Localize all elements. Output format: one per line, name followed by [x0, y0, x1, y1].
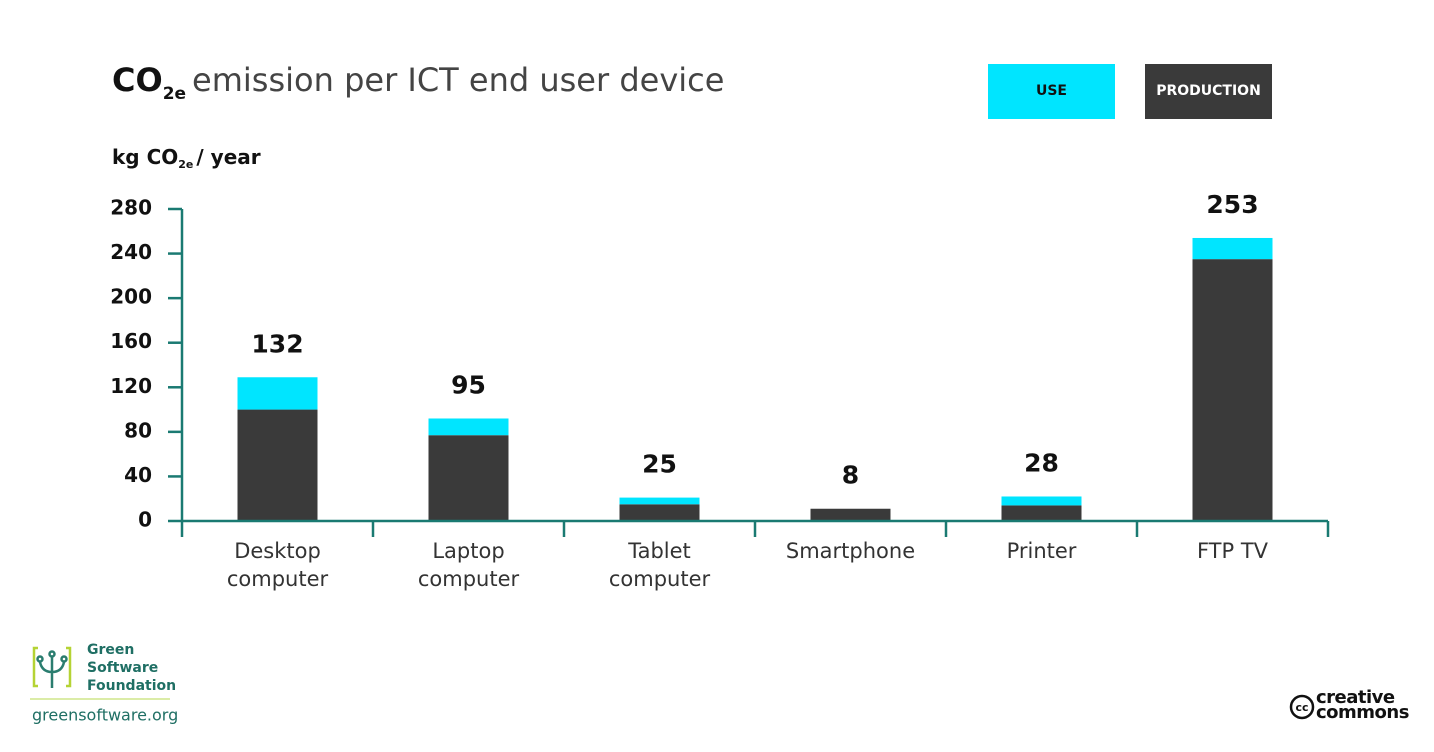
- x-tick-label: Tablet computer: [608, 539, 711, 591]
- ylabel-main: kg CO: [112, 145, 178, 169]
- legend-swatch: [1145, 64, 1272, 119]
- y-tick-label: 80: [124, 418, 152, 442]
- bar-segment: [1192, 237, 1273, 260]
- total-label: 8: [842, 461, 859, 490]
- title-sub: 2e: [163, 84, 186, 104]
- chart-title: CO2e emission per ICT end user device: [112, 61, 724, 104]
- license-name: commons: [1316, 702, 1409, 723]
- org-name: Software: [87, 660, 158, 676]
- footer-url: greensoftware.org: [32, 706, 178, 725]
- x-tick-label: Laptop computer: [417, 539, 520, 591]
- cc-icon: cc: [1295, 701, 1308, 714]
- total-label: 253: [1206, 190, 1258, 219]
- x-tick-label: Smartphone: [785, 539, 916, 563]
- cc-circle: [1289, 694, 1315, 720]
- legend-label: PRODUCTION: [1156, 83, 1261, 99]
- bar-segment: [1192, 259, 1273, 521]
- legend-swatch: [988, 64, 1115, 119]
- bar-segment: [237, 409, 318, 521]
- total-label: 95: [451, 370, 486, 399]
- license-name: creative: [1316, 687, 1395, 708]
- ylabel-rest: / year: [196, 145, 260, 169]
- y-tick-label: 200: [110, 285, 152, 309]
- total-label: 25: [642, 450, 677, 479]
- bar-segment: [428, 418, 509, 436]
- ylabel-sub: 2e: [178, 158, 193, 171]
- x-tick-label: FTP TV: [1196, 539, 1269, 563]
- bar-segment: [428, 435, 509, 521]
- bar-segment: [810, 508, 891, 521]
- x-tick-label: Printer: [1006, 539, 1077, 563]
- y-tick-label: 0: [138, 508, 152, 532]
- title-main: CO: [112, 61, 163, 99]
- y-tick-label: 240: [110, 240, 152, 264]
- title-rest: emission per ICT end user device: [192, 61, 724, 99]
- org-name: Foundation: [87, 678, 176, 694]
- y-tick-label: 120: [110, 374, 152, 398]
- y-tick-label: 280: [110, 196, 152, 220]
- bar-segment: [1001, 505, 1082, 521]
- org-name: Green: [87, 642, 134, 658]
- gsf-logo: [32, 646, 72, 688]
- legend-label: USE: [1036, 83, 1067, 99]
- bar-segment: [237, 377, 318, 410]
- total-label: 132: [251, 329, 303, 358]
- total-label: 28: [1024, 448, 1059, 477]
- bar-segment: [619, 504, 700, 521]
- y-tick-label: 40: [124, 463, 152, 487]
- y-axis-label: kg CO2e / year: [112, 145, 261, 172]
- bar-segment: [1001, 496, 1082, 506]
- bar-segment: [619, 497, 700, 505]
- y-tick-label: 160: [110, 329, 152, 353]
- x-tick-label: Desktop computer: [226, 539, 329, 591]
